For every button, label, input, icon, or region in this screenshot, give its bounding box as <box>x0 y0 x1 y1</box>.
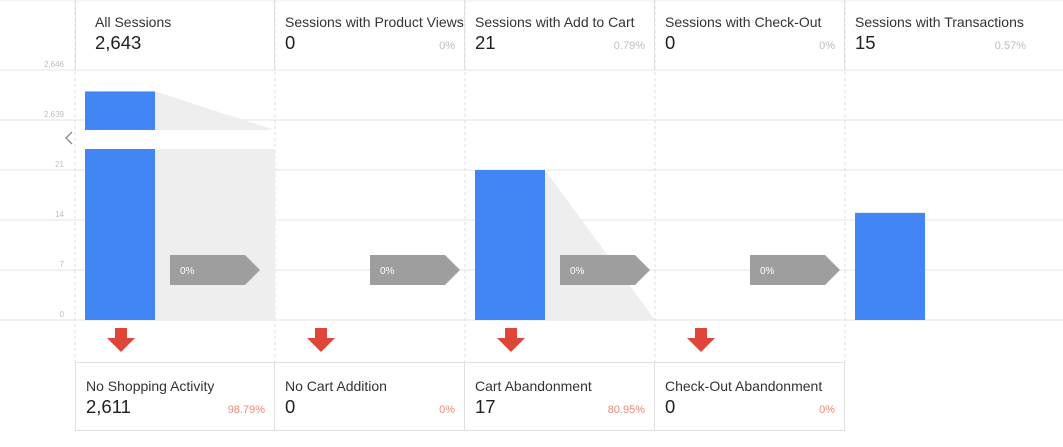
continuation-arrow-3 <box>750 255 840 285</box>
step-values: 0 0% <box>665 32 835 54</box>
step-header-0[interactable]: All Sessions 2,643 <box>75 0 275 70</box>
y-tick-label: 14 <box>55 210 64 219</box>
abandonment-panel-3[interactable]: Check-Out Abandonment 0 0% <box>655 362 845 431</box>
continuation-rate-1: 0% <box>380 266 395 277</box>
step-percent: 0.57% <box>994 40 1026 52</box>
dropoff-shade <box>545 170 655 320</box>
dropoff-shade <box>155 91 275 130</box>
bar-2 <box>475 170 545 320</box>
abandonment-label: No Shopping Activity <box>86 378 215 394</box>
abandonment-percent: 80.95% <box>607 404 645 416</box>
abandonment-panel-2[interactable]: Cart Abandonment 17 80.95% <box>465 362 655 431</box>
abandonment-percent: 0% <box>439 404 455 416</box>
abandonment-values: 0 0% <box>665 396 835 418</box>
step-label: All Sessions <box>95 14 172 30</box>
y-tick-label: 21 <box>55 160 64 169</box>
exit-arrow-3 <box>687 328 715 352</box>
step-label: Sessions with Transactions <box>855 14 1024 30</box>
continuation-arrow-1 <box>370 255 460 285</box>
step-label: Sessions with Check-Out <box>665 14 822 30</box>
continuation-arrow-0 <box>170 255 260 285</box>
y-tick-label: 7 <box>60 260 65 269</box>
axis-break-marker <box>65 131 73 145</box>
continuation-rate-3: 0% <box>760 266 775 277</box>
abandonment-percent: 0% <box>819 404 835 416</box>
step-value: 0 <box>665 32 676 53</box>
y-tick-label: 2,639 <box>44 110 65 119</box>
step-values: 21 0.79% <box>475 32 645 54</box>
abandonment-value: 17 <box>475 396 496 417</box>
continuation-rate-0: 0% <box>180 266 195 277</box>
abandonment-values: 17 80.95% <box>475 396 645 418</box>
step-header-4[interactable]: Sessions with Transactions 15 0.57% <box>845 0 1035 70</box>
continuation-rate-2: 0% <box>570 266 585 277</box>
step-value: 21 <box>475 32 496 53</box>
exit-arrow-1 <box>307 328 335 352</box>
step-percent: 0% <box>439 40 455 52</box>
abandonment-values: 0 0% <box>285 396 455 418</box>
step-values: 15 0.57% <box>855 32 1026 54</box>
abandonment-label: Cart Abandonment <box>475 378 592 394</box>
step-header-2[interactable]: Sessions with Add to Cart 21 0.79% <box>465 0 655 70</box>
step-label: Sessions with Product Views <box>285 14 464 30</box>
step-header-3[interactable]: Sessions with Check-Out 0 0% <box>655 0 845 70</box>
dropoff-shade <box>155 149 275 320</box>
abandonment-values: 2,611 98.79% <box>86 396 265 418</box>
abandonment-value: 0 <box>285 396 296 417</box>
y-tick-label: 0 <box>60 310 65 319</box>
abandonment-label: No Cart Addition <box>285 378 387 394</box>
abandonment-percent: 98.79% <box>227 404 265 416</box>
step-percent: 0.79% <box>613 40 645 52</box>
step-value: 2,643 <box>95 32 142 53</box>
bar-0-lower <box>85 149 155 320</box>
bar-0 <box>85 91 155 130</box>
step-values: 2,643 <box>95 32 265 54</box>
abandonment-value: 0 <box>665 396 676 417</box>
abandonment-panel-1[interactable]: No Cart Addition 0 0% <box>275 362 465 431</box>
step-label: Sessions with Add to Cart <box>475 14 635 30</box>
exit-arrow-2 <box>497 328 525 352</box>
continuation-arrow-2 <box>560 255 650 285</box>
exit-arrow-0 <box>107 328 135 352</box>
abandonment-panel-0[interactable]: No Shopping Activity 2,611 98.79% <box>75 362 275 431</box>
step-value: 15 <box>855 32 876 53</box>
abandonment-value: 2,611 <box>86 396 131 417</box>
step-value: 0 <box>285 32 296 53</box>
y-tick-label: 2,646 <box>44 60 65 69</box>
bar-4 <box>855 212 925 320</box>
abandonment-label: Check-Out Abandonment <box>665 378 823 394</box>
step-header-1[interactable]: Sessions with Product Views 0 0% <box>275 0 465 70</box>
step-percent: 0% <box>819 40 835 52</box>
step-values: 0 0% <box>285 32 455 54</box>
